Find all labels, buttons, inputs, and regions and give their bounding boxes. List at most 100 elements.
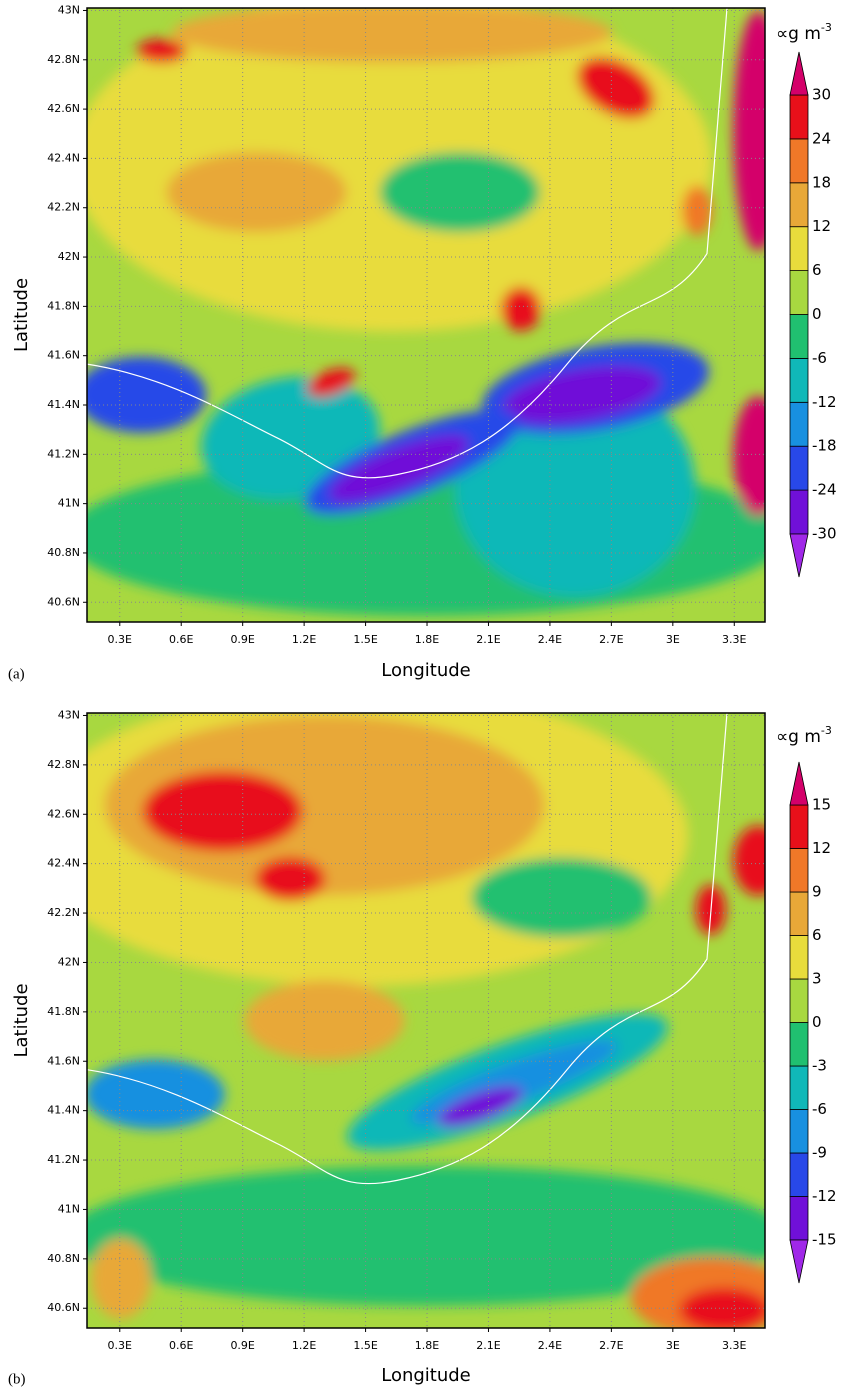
unit-superscript: -3 [821,724,832,737]
colorbar-label: -18 [812,437,837,455]
colorbar-band [789,804,809,849]
y-tick-label: 40.8N [47,546,80,559]
colorbar-label: 24 [812,129,831,147]
y-tick-label: 41.2N [47,1153,80,1166]
y-tick-label: 41.4N [47,1104,80,1117]
coastline [87,713,728,1185]
colorbar-label: -24 [812,481,837,499]
colorbar-label: 3 [812,970,822,988]
colorbar-label: -6 [812,349,827,367]
field-shading [87,8,765,617]
x-tick-label: 2.4E [538,633,562,646]
colorbar-label: 12 [812,217,831,235]
colorbar-band [789,1022,809,1067]
x-tick-label: 1.8E [415,633,439,646]
colorbar-extend-low [789,1239,809,1284]
y-tick-label: 41N [58,497,80,510]
x-tick-label: 2.7E [599,1339,623,1352]
field-region [87,1059,225,1130]
colorbar-label: -6 [812,1100,827,1118]
colorbar-label: -12 [812,1187,837,1205]
x-axis-label: Longitude [381,1365,471,1386]
field-region [733,10,765,251]
field-region [142,771,303,852]
field-region [682,185,713,236]
field-region [679,1287,765,1328]
coastline [87,8,728,479]
x-axis-label: Longitude [381,660,471,681]
colorbar-band [789,270,809,315]
y-tick-label: 41N [58,1202,80,1215]
y-tick-label: 42.8N [47,758,80,771]
colorbar-label: -15 [812,1231,837,1249]
x-tick-label: 2.4E [538,1339,562,1352]
field-region [307,368,355,397]
colorbar-band [789,226,809,271]
x-tick-label: 3E [666,1339,680,1352]
colorbar-label: 0 [812,305,822,323]
x-tick-label: 1.5E [353,633,377,646]
x-tick-label: 0.6E [169,633,193,646]
unit-text: ∝g m [776,24,821,44]
colorbar-band [789,978,809,1023]
colorbar-label: -30 [812,525,837,543]
colorbar-band [789,1196,809,1241]
y-tick-label: 42.4N [47,857,80,870]
y-tick-label: 43N [58,708,80,721]
field-shading [87,713,765,1328]
y-tick-label: 41.8N [47,1005,80,1018]
colorbar-unit: ∝g m-3 [776,21,832,44]
y-tick-label: 40.6N [47,1301,80,1314]
field-region [172,8,613,63]
y-tick-label: 40.6N [47,595,80,608]
x-tick-label: 2.1E [476,633,500,646]
x-tick-label: 1.2E [292,1339,316,1352]
x-tick-label: 1.2E [292,633,316,646]
colorbar-label: 18 [812,173,831,191]
panel-label: (a) [8,666,25,682]
x-tick-label: 1.5E [353,1339,377,1352]
colorbar-unit: ∝g m-3 [776,724,832,747]
field-region [379,152,540,233]
field-region [87,1165,765,1306]
y-tick-label: 42.2N [47,906,80,919]
colorbar-label: 15 [812,796,831,814]
y-tick-label: 43N [58,3,80,16]
y-tick-label: 41.6N [47,349,80,362]
x-tick-label: 0.3E [108,633,132,646]
colorbar-label: -9 [812,1144,827,1162]
x-tick-label: 0.3E [108,1339,132,1352]
y-tick-label: 42.8N [47,53,80,66]
colorbar-band [789,935,809,980]
colorbar-label: 6 [812,926,822,944]
field-region [244,980,405,1061]
y-tick-label: 42.6N [47,102,80,115]
y-tick-label: 41.4N [47,398,80,411]
field-region [500,286,541,331]
field-region [471,857,652,938]
colorbar-band [789,1152,809,1197]
y-tick-label: 41.8N [47,299,80,312]
panel-label: (b) [8,1371,26,1387]
colorbar-band [789,401,809,447]
contour-field [87,8,765,622]
x-tick-label: 2.1E [476,1339,500,1352]
colorbar-band [789,848,809,893]
colorbar-band [789,94,809,140]
field-region [166,152,347,233]
colorbar-band [789,357,809,403]
plot-frame [86,712,766,1329]
y-tick-label: 41.6N [47,1054,80,1067]
field-region [90,1238,151,1319]
colorbar-label: 9 [812,883,822,901]
x-tick-label: 0.9E [230,633,254,646]
colorbar-band [789,314,809,359]
colorbar-band [789,138,809,184]
y-axis-label: Latitude [11,278,32,352]
colorbar-label: 0 [812,1013,822,1031]
y-tick-label: 42.2N [47,201,80,214]
field-region [87,356,207,433]
y-axis-label: Latitude [11,983,32,1057]
colorbar-band [789,1065,809,1110]
